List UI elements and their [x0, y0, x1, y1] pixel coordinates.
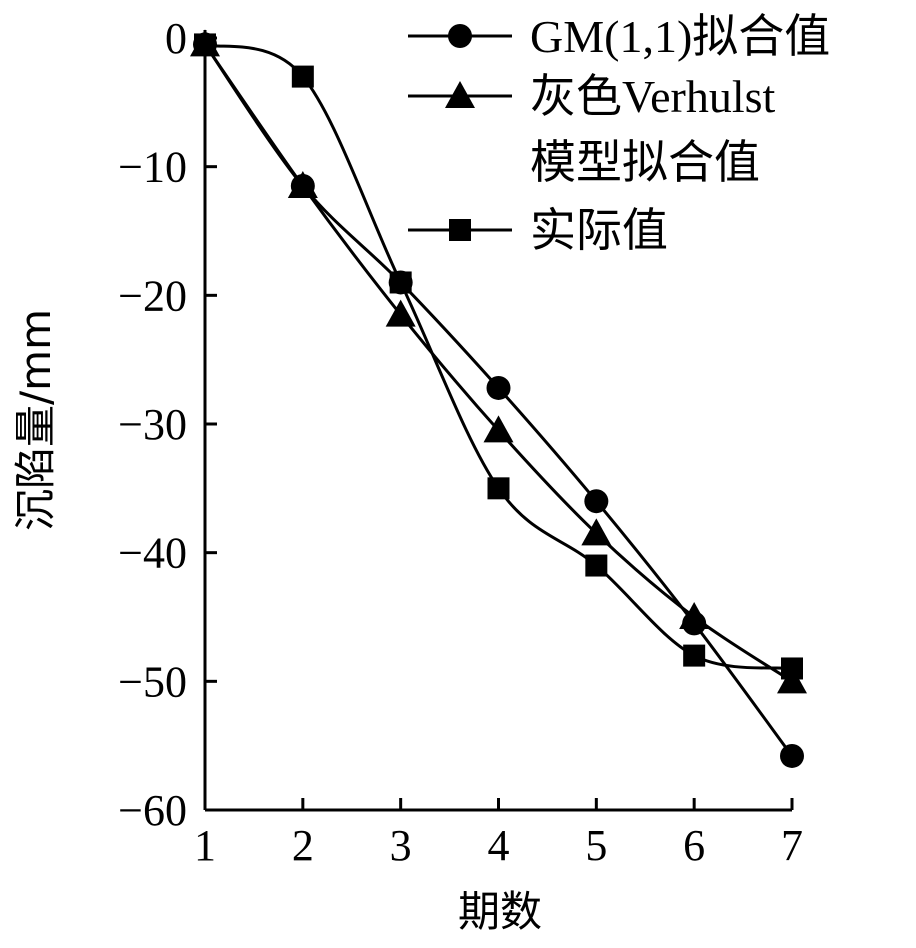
- data-point: [487, 477, 510, 500]
- legend-label: 模型拟合值: [530, 137, 760, 188]
- data-point: [385, 299, 416, 327]
- y-tick-label: −50: [118, 657, 187, 706]
- axes: 0 −10 −20 −30 −40 −50 −601 2 3 4 5 6 7: [118, 14, 803, 870]
- series-square: [194, 33, 803, 680]
- data-point: [483, 415, 514, 443]
- legend-label: 灰色Verhulst: [530, 71, 776, 122]
- y-tick-label: −60: [118, 786, 187, 835]
- data-point: [585, 554, 608, 577]
- legend-label: 实际值: [530, 205, 668, 256]
- x-tick-label: 4: [488, 821, 510, 870]
- x-tick-label: 2: [292, 821, 314, 870]
- data-point: [486, 375, 511, 400]
- x-tick-label: 1: [194, 821, 216, 870]
- y-axis-title: 沉陷量/mm: [11, 309, 60, 531]
- series-triangle: [190, 29, 807, 694]
- data-point: [581, 518, 612, 546]
- legend-marker: [448, 24, 472, 48]
- x-tick-label: 6: [683, 821, 705, 870]
- legend-marker: [445, 81, 475, 108]
- x-tick-label: 3: [390, 821, 412, 870]
- series-layer: [190, 29, 807, 768]
- y-tick-label: −40: [118, 529, 187, 578]
- data-point: [389, 271, 412, 294]
- x-axis-title: 期数: [458, 887, 542, 936]
- legend-item: GM(1,1)拟合值: [408, 11, 830, 62]
- legend-item: 实际值: [408, 205, 668, 256]
- y-tick-label: 0: [165, 14, 187, 63]
- legend-marker: [449, 219, 471, 241]
- data-point: [679, 602, 710, 629]
- data-point: [287, 170, 318, 198]
- data-point: [777, 666, 807, 694]
- data-point: [194, 33, 216, 56]
- y-tick-label: −20: [118, 271, 187, 320]
- data-point: [781, 657, 803, 680]
- legend-item: 灰色Verhulst 模型拟合值: [408, 71, 776, 188]
- data-point: [683, 644, 706, 667]
- y-tick-label: −30: [118, 400, 187, 449]
- x-tick-label: 5: [585, 821, 607, 870]
- x-tick-label: 7: [781, 821, 803, 870]
- legend-label: GM(1,1)拟合值: [530, 11, 830, 62]
- y-tick-label: −10: [118, 143, 187, 192]
- data-point: [780, 743, 804, 768]
- data-point: [291, 65, 314, 88]
- data-point: [584, 489, 609, 514]
